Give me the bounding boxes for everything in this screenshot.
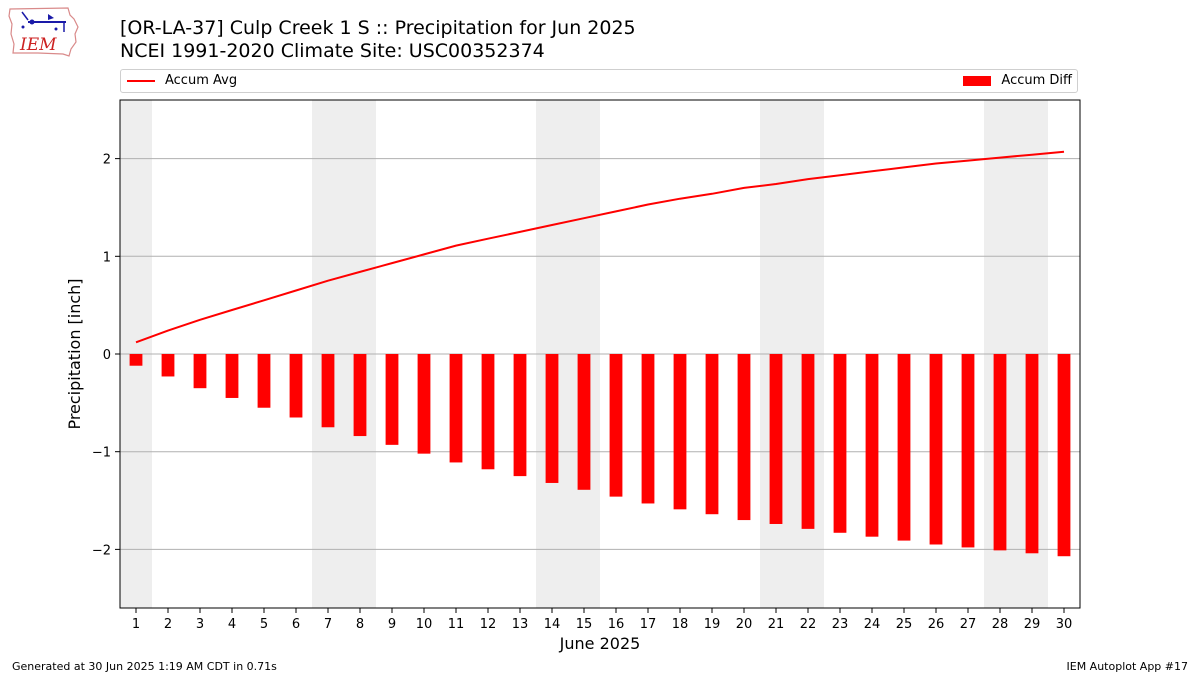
y-tick-label: 1 [103,250,111,265]
x-tick-label: 3 [196,617,204,632]
x-tick-label: 7 [324,617,332,632]
accum-diff-bar [769,354,783,524]
x-tick-label: 15 [576,617,593,632]
legend-bar-swatch [963,75,992,86]
x-tick-label: 19 [704,617,721,632]
x-tick-label: 11 [448,617,465,632]
x-axis-ticks: 1 2 3 4 5 6 7 8 9 10 11 12 13 14 15 16 17 18 19 20 21 22 23 24 2… [132,608,1072,632]
accum-diff-bar [1057,354,1071,557]
x-tick-label: 27 [960,617,977,632]
accum-diff-bar [641,354,655,504]
x-axis-label: June 2025 [559,634,641,653]
x-tick-label: 5 [260,617,268,632]
x-tick-label: 6 [292,617,300,632]
iowa-outline-icon [8,7,79,57]
legend-item-accum-avg: Accum Avg [127,73,237,88]
x-tick-label: 16 [608,617,625,632]
accum-diff-bars [129,354,1071,557]
legend: Accum Avg Accum Diff [120,69,1078,93]
x-tick-label: 10 [416,617,433,632]
logo-text: IEM [19,35,57,55]
y-tick-label: −2 [92,543,111,558]
x-tick-label: 17 [640,617,657,632]
y-tick-label: −1 [92,446,111,461]
legend-line-swatch [127,79,155,82]
accum-diff-bar [993,354,1007,551]
chart-subtitle: NCEI 1991-2020 Climate Site: USC00352374 [120,40,545,62]
accum-diff-bar [833,354,847,533]
accum-diff-bar [385,354,399,445]
accum-diff-bar [257,354,271,408]
accum-diff-bar [929,354,943,545]
accum-diff-bar [1025,354,1039,554]
accum-diff-bar [705,354,719,515]
x-tick-label: 4 [228,617,236,632]
legend-label-accum-avg: Accum Avg [165,73,238,88]
accum-diff-bar [545,354,559,483]
accum-diff-bar [801,354,815,529]
y-tick-label: 0 [103,348,111,363]
x-tick-label: 22 [800,617,817,632]
chart-title: [OR-LA-37] Culp Creek 1 S :: Precipitati… [120,17,636,39]
accum-diff-bar [289,354,303,418]
x-tick-label: 24 [864,617,881,632]
x-tick-label: 30 [1056,617,1073,632]
accum-diff-bar [225,354,239,398]
accum-diff-bar [129,354,143,366]
accum-diff-bar [577,354,591,490]
x-tick-label: 26 [928,617,945,632]
accum-diff-bar [609,354,623,497]
x-tick-label: 29 [1024,617,1041,632]
accum-diff-bar [161,354,175,377]
accum-diff-bar [513,354,527,477]
generated-timestamp: Generated at 30 Jun 2025 1:19 AM CDT in … [12,660,277,673]
y-axis-label: Precipitation [inch] [65,278,84,429]
accum-diff-bar [737,354,751,521]
accum-diff-bar [321,354,335,428]
x-tick-label: 28 [992,617,1009,632]
x-tick-label: 20 [736,617,753,632]
accum-diff-bar [897,354,911,541]
accum-avg-line [135,150,1065,344]
x-tick-label: 12 [480,617,497,632]
accum-diff-bar [673,354,687,510]
x-tick-label: 25 [896,617,913,632]
y-axis-ticks: 2 1 0 −1 −2 [92,153,120,558]
x-tick-label: 21 [768,617,785,632]
accum-diff-bar [353,354,367,437]
x-tick-label: 2 [164,617,172,632]
accum-diff-bar [865,354,879,537]
accum-diff-bar [193,354,207,389]
accum-diff-bar [417,354,431,454]
iem-logo: IEM [8,7,79,57]
x-tick-label: 8 [356,617,364,632]
y-tick-label: 2 [103,153,111,168]
x-tick-label: 18 [672,617,689,632]
legend-label-accum-diff: Accum Diff [1001,73,1072,88]
x-tick-label: 9 [388,617,396,632]
accum-diff-bar [961,354,975,548]
x-tick-label: 14 [544,617,561,632]
x-tick-label: 13 [512,617,529,632]
gridlines [120,158,1080,550]
x-tick-label: 1 [132,617,140,632]
accum-diff-bar [449,354,463,463]
x-tick-label: 23 [832,617,849,632]
legend-item-accum-diff: Accum Diff [963,73,1072,88]
accum-diff-bar [481,354,495,470]
app-credit: IEM Autoplot App #17 [1066,660,1189,673]
